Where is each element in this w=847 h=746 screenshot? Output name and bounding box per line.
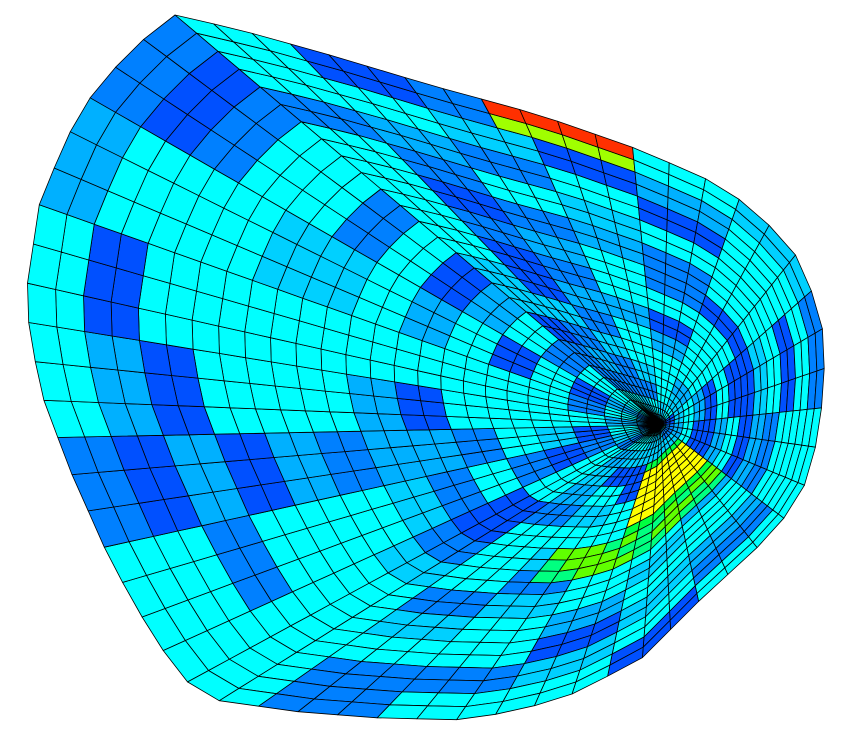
mesh-cell [513, 427, 538, 438]
mesh-cell [571, 425, 593, 433]
mesh-cell [373, 395, 402, 416]
mesh-cell [83, 295, 113, 337]
mesh-cell [533, 426, 557, 436]
mesh-cell [715, 387, 724, 406]
mesh-cell [510, 418, 535, 429]
mesh-cell [553, 426, 575, 435]
mesh-cell [143, 14, 198, 57]
mesh-cell [55, 289, 85, 332]
mesh-cell [814, 328, 825, 372]
mesh-cell [530, 419, 554, 429]
mesh-cell [489, 417, 515, 429]
mesh-cell [27, 282, 58, 328]
